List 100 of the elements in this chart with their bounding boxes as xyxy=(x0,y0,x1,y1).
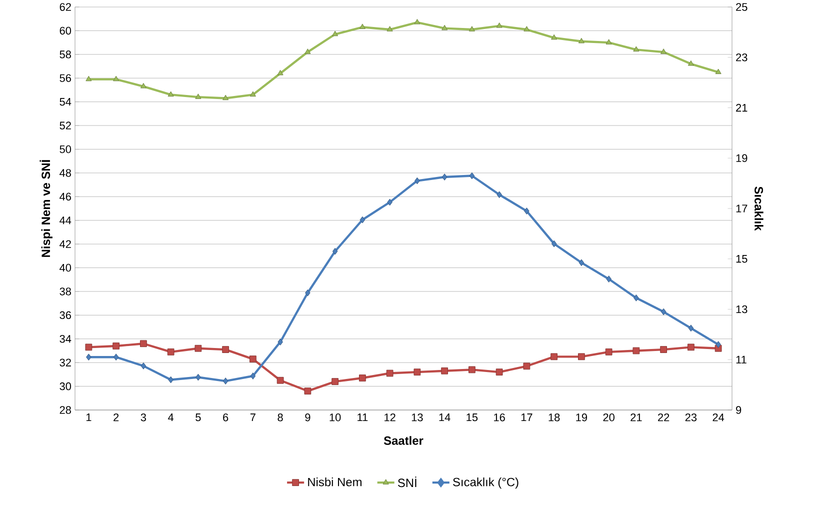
y2-tick-label: 23 xyxy=(736,54,748,62)
y-tick-label: 42 xyxy=(60,240,71,248)
x-tick-label: 17 xyxy=(521,414,532,422)
legend-label: Sıcaklık (°C) xyxy=(453,478,518,489)
point xyxy=(442,174,448,180)
y-tick-label: 38 xyxy=(60,288,71,296)
point xyxy=(387,198,392,206)
y2-tick-label: 15 xyxy=(736,255,748,263)
y-tick-label: 58 xyxy=(60,50,71,58)
point xyxy=(578,38,584,44)
x-tick-label: 5 xyxy=(196,414,201,422)
point xyxy=(168,376,174,384)
y-tick-label: 36 xyxy=(60,311,71,320)
y-tick-label: 48 xyxy=(60,169,71,177)
point xyxy=(496,22,502,28)
point xyxy=(140,362,146,370)
point xyxy=(386,370,394,377)
point xyxy=(222,346,230,353)
y-tick-label: 54 xyxy=(60,98,72,106)
y2-tick-label: 21 xyxy=(736,104,748,112)
point xyxy=(359,374,366,382)
point xyxy=(715,68,722,74)
point xyxy=(688,344,694,351)
point xyxy=(140,82,146,88)
point xyxy=(304,388,312,394)
x-tick-label: 20 xyxy=(603,414,614,422)
point xyxy=(305,289,310,296)
x-tick-label: 15 xyxy=(466,414,478,422)
y2-tick-label: 19 xyxy=(736,154,748,162)
y2-tick-label: 13 xyxy=(736,305,748,314)
point xyxy=(469,172,475,180)
y-tick-label: 28 xyxy=(60,406,71,414)
point xyxy=(524,26,530,32)
x-tick-label: 18 xyxy=(548,414,560,422)
point xyxy=(606,276,612,282)
y-tick-label: 56 xyxy=(60,74,71,82)
x-tick-label: 13 xyxy=(412,414,423,422)
point xyxy=(688,60,694,66)
point xyxy=(276,376,284,384)
y-tick-label: 52 xyxy=(60,122,71,130)
y2-tick-label: 17 xyxy=(736,204,748,212)
point xyxy=(551,240,557,248)
y-axis-title: Nispi Nem ve SNİ xyxy=(40,160,52,257)
point xyxy=(551,34,558,40)
point xyxy=(496,368,503,376)
x-tick-label: 10 xyxy=(330,414,341,422)
y2-tick-label: 25 xyxy=(736,3,748,11)
point xyxy=(716,341,721,348)
x-tick-label: 22 xyxy=(658,414,670,422)
y2-tick-label: 11 xyxy=(736,356,746,364)
point xyxy=(222,94,229,100)
point xyxy=(386,26,393,32)
point xyxy=(633,46,640,52)
point xyxy=(414,368,421,376)
point xyxy=(550,353,558,360)
point xyxy=(222,378,228,384)
y-tick-label: 44 xyxy=(60,216,72,224)
point xyxy=(113,354,119,361)
y-tick-label: 46 xyxy=(60,192,71,201)
x-tick-label: 14 xyxy=(439,414,450,422)
point xyxy=(442,24,448,30)
point xyxy=(250,91,256,97)
point xyxy=(468,26,475,32)
y-tick-label: 40 xyxy=(60,264,72,272)
point xyxy=(250,356,256,362)
point xyxy=(277,70,284,76)
point xyxy=(660,346,668,353)
point xyxy=(278,338,283,346)
point xyxy=(86,76,92,82)
y-tick-label: 62 xyxy=(60,3,71,11)
point xyxy=(332,248,338,255)
x-tick-label: 12 xyxy=(384,414,396,422)
point xyxy=(359,24,366,29)
x-tick-label: 3 xyxy=(140,414,146,422)
x-tick-label: 4 xyxy=(168,414,174,422)
point xyxy=(86,354,92,361)
x-axis-title: Saatler xyxy=(384,436,424,445)
y-tick-label: 30 xyxy=(60,382,72,390)
point xyxy=(195,94,202,99)
x-tick-label: 8 xyxy=(278,414,283,422)
x-tick-label: 16 xyxy=(494,414,505,422)
point xyxy=(496,191,502,198)
legend-label: SNİ xyxy=(398,476,416,488)
x-tick-label: 6 xyxy=(223,414,228,422)
point xyxy=(524,208,530,214)
point xyxy=(468,366,476,374)
y2-tick-label: 9 xyxy=(736,406,742,414)
point xyxy=(85,344,92,351)
point xyxy=(688,324,694,332)
point xyxy=(112,342,120,350)
point xyxy=(332,30,338,36)
point xyxy=(304,48,311,54)
x-tick-label: 24 xyxy=(712,414,724,422)
x-tick-label: 23 xyxy=(685,414,697,422)
x-tick-label: 11 xyxy=(358,414,368,422)
y-tick-label: 50 xyxy=(60,145,72,154)
x-tick-label: 2 xyxy=(114,414,119,422)
point xyxy=(605,348,612,356)
point xyxy=(167,348,174,356)
point xyxy=(332,378,339,385)
